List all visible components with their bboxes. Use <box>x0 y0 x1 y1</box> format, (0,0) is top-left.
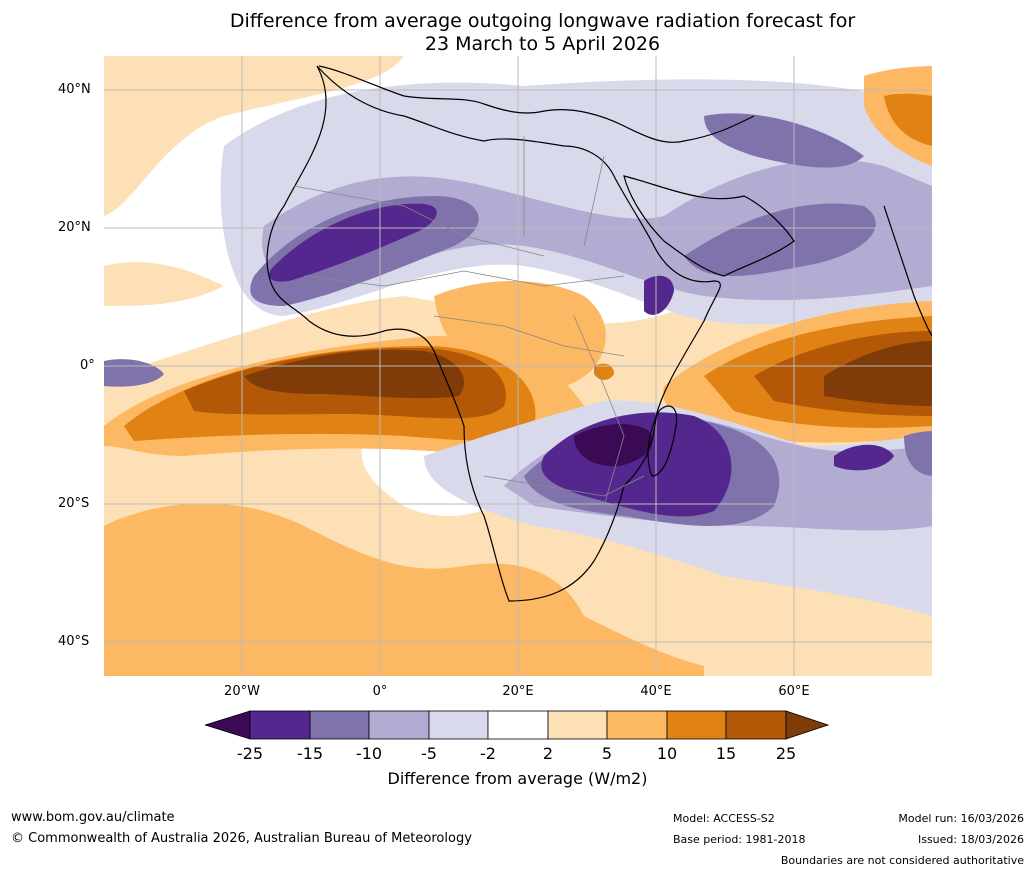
anomaly-region-2-5-north <box>104 56 404 216</box>
colorbar-tick-3: -10 <box>355 744 383 763</box>
lat-label-equator: 0° <box>80 358 95 373</box>
lat-label-40n: 40°N <box>58 82 91 97</box>
map-canvas <box>104 56 932 676</box>
colorbar-tick-1: -25 <box>236 744 264 763</box>
lat-label-20n: 20°N <box>58 220 91 235</box>
anomaly-region-neg15-neg25-madagascar-east <box>834 444 894 471</box>
colorbar-label: Difference from average (W/m2) <box>387 769 648 788</box>
colorbar-arrow-max <box>785 710 830 740</box>
colorbar-tick-6: 2 <box>542 744 554 763</box>
colorbar-tick-2: -15 <box>296 744 324 763</box>
colorbar-segment-7 <box>606 710 668 740</box>
anomaly-region-neg15-neg25-sahel <box>269 203 437 282</box>
lat-label-40s: 40°S <box>58 634 90 649</box>
olr-anomaly-map <box>104 56 932 676</box>
anomaly-region-gt25-indian-ocean <box>824 341 932 406</box>
border-southern <box>483 475 645 497</box>
anomaly-region-neg10-neg15-east-indian <box>904 431 932 476</box>
issued-date: Issued: 18/03/2026 <box>917 833 1024 846</box>
country-borders <box>293 136 645 507</box>
anomaly-region-10-15-iran <box>884 93 932 146</box>
anomaly-region-lt-neg25-southern-africa <box>574 424 653 467</box>
colorbar-segment-6 <box>547 710 608 740</box>
colorbar-segment-8 <box>666 710 727 740</box>
colorbar-segment-5 <box>487 710 549 740</box>
lon-label-0: 0° <box>372 684 388 699</box>
africa-coastline <box>266 65 721 602</box>
lat-label-20s: 20°S <box>58 496 90 511</box>
anomaly-region-neg15-neg25-east-africa <box>644 275 674 315</box>
europe-coastline <box>318 65 755 143</box>
website-link[interactable]: www.bom.gov.au/climate <box>11 810 175 825</box>
colorbar-segment-2 <box>309 710 370 740</box>
lon-label-60e: 60°E <box>778 684 810 699</box>
madagascar-coastline <box>647 405 678 477</box>
border-sahara <box>293 185 545 257</box>
anomaly-region-5-10-south-atlantic <box>104 503 704 676</box>
anomaly-region-positive-lake-victoria <box>594 363 614 380</box>
border-east-africa <box>573 315 625 507</box>
border-sahel <box>303 270 625 287</box>
lon-label-40e: 40°E <box>640 684 672 699</box>
arabia-coastline <box>623 175 795 277</box>
lon-label-20w: 20°W <box>224 684 260 699</box>
border-libya-egypt <box>523 136 605 247</box>
model-run-date: Model run: 16/03/2026 <box>898 812 1024 825</box>
copyright-notice: © Commonwealth of Australia 2026, Austra… <box>11 831 472 846</box>
india-coastline <box>883 205 932 337</box>
colorbar-arrow-min <box>205 710 251 740</box>
anomaly-region-neg10-neg15-arabia <box>684 203 876 276</box>
colorbar-tick-5: -2 <box>480 744 496 763</box>
title-line-2: 23 March to 5 April 2026 <box>424 33 661 55</box>
colorbar-segment-1 <box>249 710 311 740</box>
colorbar <box>205 710 830 740</box>
chart-title: Difference from average outgoing longwav… <box>110 10 975 56</box>
anomaly-region-gt25-equatorial <box>244 349 465 399</box>
colorbar-tick-9: 15 <box>715 744 737 763</box>
title-line-1: Difference from average outgoing longwav… <box>229 10 856 32</box>
colorbar-segment-4 <box>428 710 489 740</box>
colorbar-tick-8: 10 <box>656 744 678 763</box>
boundaries-disclaimer: Boundaries are not considered authoritat… <box>780 854 1024 867</box>
colorbar-segment-9 <box>725 710 787 740</box>
lon-label-20e: 20°E <box>502 684 534 699</box>
coastlines <box>266 65 932 602</box>
colorbar-tick-4: -5 <box>421 744 437 763</box>
colorbar-tick-10: 25 <box>775 744 797 763</box>
colorbar-segment-3 <box>368 710 430 740</box>
model-name: Model: ACCESS-S2 <box>673 812 775 825</box>
border-central <box>433 315 625 357</box>
graticule <box>104 56 932 676</box>
base-period: Base period: 1981-2018 <box>673 833 806 846</box>
anomaly-region-2-5-west-africa <box>104 262 224 306</box>
colorbar-tick-7: 5 <box>601 744 613 763</box>
anomaly-region-neg10-neg15-mideast <box>704 113 864 168</box>
